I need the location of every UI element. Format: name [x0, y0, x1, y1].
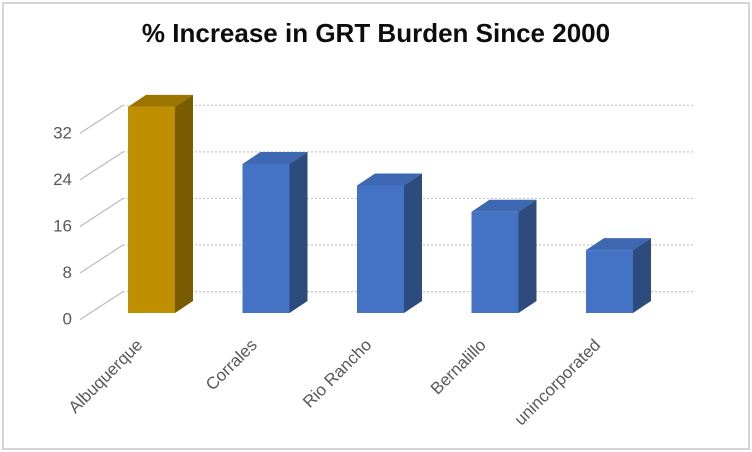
bar	[128, 106, 175, 313]
tick-connector-line	[79, 291, 124, 321]
x-category-label: Albuquerque	[65, 335, 147, 417]
chart-title: % Increase in GRT Burden Since 2000	[141, 18, 611, 48]
bar	[586, 250, 633, 313]
bar-side-face	[175, 94, 193, 313]
y-tick-label: 32	[53, 123, 72, 142]
y-tick-label: 8	[63, 263, 72, 282]
bar-side-face	[633, 238, 651, 313]
y-tick-label: 16	[53, 216, 72, 235]
bar-top-face	[242, 151, 308, 164]
bar-top-face	[586, 238, 651, 251]
tick-connector-line	[79, 104, 124, 134]
tick-connector-line	[79, 197, 124, 227]
tick-connector-line	[79, 244, 124, 274]
bar	[242, 163, 290, 313]
y-tick-label: 24	[53, 170, 72, 189]
x-category-label: Corrales	[202, 335, 261, 394]
y-tick-label: 0	[63, 310, 72, 329]
bar-side-face	[518, 199, 537, 313]
tick-connector-line	[79, 151, 124, 181]
x-category-label: Rio Rancho	[299, 335, 375, 411]
x-category-label: unincorporated	[511, 335, 605, 429]
bar-top-face	[471, 199, 537, 212]
bar-side-face	[404, 173, 422, 313]
x-category-label: Bernalillo	[427, 335, 490, 398]
bar	[357, 185, 404, 313]
bar	[471, 211, 519, 313]
bar-top-face	[357, 173, 422, 186]
bar-top-face	[128, 94, 193, 107]
bar-side-face	[289, 151, 308, 313]
